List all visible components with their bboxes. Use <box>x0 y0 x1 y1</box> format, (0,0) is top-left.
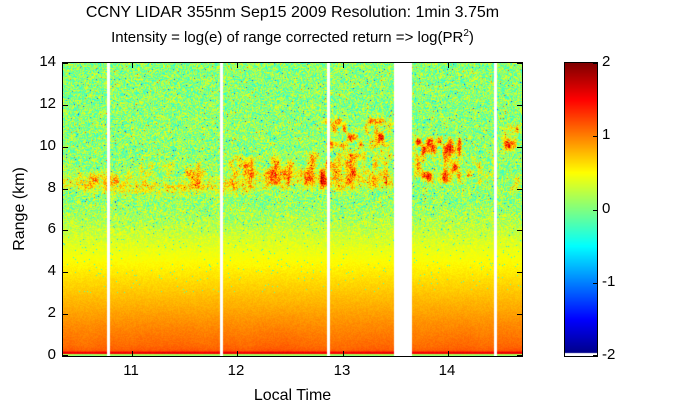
y-tick-mark <box>517 189 522 190</box>
x-tick-mark <box>237 351 238 356</box>
x-tick-label: 12 <box>227 362 245 379</box>
x-tick-mark <box>132 351 133 356</box>
y-tick-label: 12 <box>39 95 56 112</box>
figure-subtitle: Intensity = log(e) of range corrected re… <box>62 28 523 46</box>
y-tick-label: 10 <box>39 137 56 154</box>
x-tick-label: 11 <box>123 362 139 379</box>
colorbar-tick-mark <box>593 63 597 64</box>
y-tick-mark <box>517 314 522 315</box>
x-tick-mark <box>448 351 449 356</box>
colorbar-canvas <box>565 63 597 356</box>
x-tick-label: 14 <box>438 362 456 379</box>
colorbar-tick-mark <box>593 355 597 356</box>
x-tick-mark <box>237 63 238 68</box>
y-tick-mark <box>517 355 522 356</box>
subtitle-superscript: 2 <box>463 28 469 39</box>
y-tick-label: 14 <box>39 53 56 70</box>
y-tick-label: 8 <box>47 179 56 196</box>
subtitle-text: Intensity = log(e) of range corrected re… <box>111 29 464 46</box>
y-tick-mark <box>517 272 522 273</box>
colorbar-tick-label: 2 <box>602 53 611 70</box>
figure-title: CCNY LIDAR 355nm Sep15 2009 Resolution: … <box>85 4 500 21</box>
y-tick-mark <box>63 147 68 148</box>
y-tick-mark <box>517 147 522 148</box>
colorbar <box>564 62 598 357</box>
colorbar-tick-mark <box>593 210 597 211</box>
y-tick-mark <box>517 230 522 231</box>
subtitle-close-paren: ) <box>468 29 474 46</box>
x-axis-label: Local Time <box>253 387 332 404</box>
y-tick-mark <box>63 63 68 64</box>
y-tick-mark <box>517 105 522 106</box>
y-tick-mark <box>517 63 522 64</box>
colorbar-tick-label: -1 <box>602 273 616 290</box>
colorbar-tick-label: 1 <box>602 126 611 143</box>
plot-area <box>62 62 523 357</box>
colorbar-tick-label: 0 <box>602 200 611 217</box>
colorbar-tick-mark <box>593 136 597 137</box>
x-tick-label: 13 <box>333 362 351 379</box>
y-tick-mark <box>63 230 68 231</box>
y-tick-mark <box>63 105 68 106</box>
y-tick-label: 4 <box>47 262 56 279</box>
y-tick-label: 6 <box>47 220 56 237</box>
x-tick-mark <box>343 351 344 356</box>
x-tick-mark <box>132 63 133 68</box>
y-tick-mark <box>63 272 68 273</box>
colorbar-tick-mark <box>593 283 597 284</box>
y-tick-mark <box>63 355 68 356</box>
x-tick-mark <box>448 63 449 68</box>
heatmap-canvas <box>63 63 522 356</box>
y-tick-label: 2 <box>47 304 56 321</box>
y-tick-mark <box>63 314 68 315</box>
colorbar-tick-label: -2 <box>602 346 616 363</box>
y-tick-label: 0 <box>47 346 56 363</box>
x-tick-mark <box>343 63 344 68</box>
y-tick-mark <box>63 189 68 190</box>
